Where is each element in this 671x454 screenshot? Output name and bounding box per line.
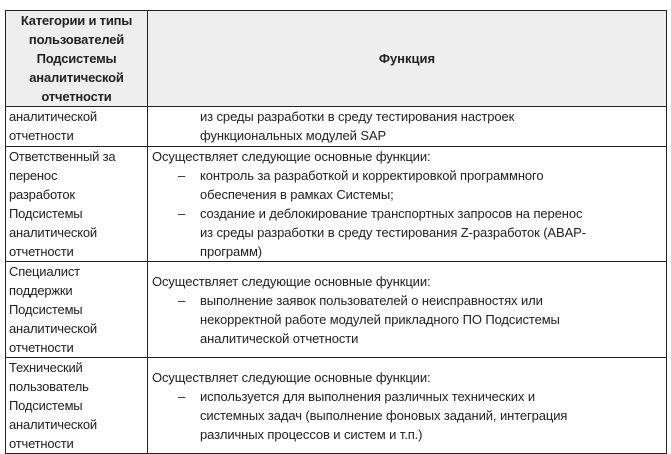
dash-bullet-icon: – [178,206,186,221]
table-row: Технический пользователь Подсистемы анал… [5,357,667,454]
role-line: отчетности [9,128,74,143]
role-line: Технический [9,360,83,375]
header-line: отчетности [41,89,112,104]
bullet-line: контроль за разработкой и корректировкой… [200,168,544,183]
role-line: Подсистемы [9,398,83,413]
role-cell: Технический пользователь Подсистемы анал… [5,357,148,454]
role-line: пользователь [9,379,89,394]
role-line: аналитической [9,225,97,240]
table-row: аналитической отчетности из среды разраб… [5,106,667,147]
bullet-item: – выполнение заявок пользователей о неис… [152,291,666,348]
function-cell: Осуществляет следующие основные функции:… [147,261,667,358]
bullet-line: различных процессов и систем и т.п.) [200,426,423,442]
bullet-line: аналитической отчетности [200,330,359,346]
role-line: Ответственный за [9,149,116,164]
function-cell: из среды разработки в среду тестирования… [147,106,667,147]
function-cell: Осуществляет следующие основные функции:… [147,357,667,454]
bullet-item: – создание и деблокирование транспортных… [152,204,666,261]
role-line: отчетности [9,244,74,259]
bullet-line: системных задач (выполнение фоновых зада… [200,407,568,423]
role-line: разработок [9,187,75,202]
header-line: Подсистемы [36,51,117,66]
bullet-item: – контроль за разработкой и корректировк… [152,166,666,204]
table-row: Ответственный за перенос разработок Подс… [5,146,667,262]
role-line: поддержки [9,283,73,298]
bullet-line: программ) [200,244,263,259]
role-line: перенос [9,168,58,183]
role-line: аналитической [9,321,97,336]
role-line: Подсистемы [9,206,83,221]
role-line: отчетности [9,436,74,451]
header-function: Функция [147,10,667,107]
bullet-line: обеспечения в рамках Системы; [200,187,394,202]
header-categories: Категории и типы пользователей Подсистем… [5,10,148,107]
role-cell: аналитической отчетности [5,106,148,147]
function-cell: Осуществляет следующие основные функции:… [147,146,667,262]
dash-bullet-icon: – [178,168,186,183]
table-header-row: Категории и типы пользователей Подсистем… [5,10,667,107]
role-line: Специалист [9,264,80,279]
bullet-item: – используется для выполнения различных … [152,387,666,444]
bullet-line: выполнение заявок пользователей о неиспр… [200,292,543,308]
function-line: функциональных модулей SAP [200,128,387,143]
dash-bullet-icon: – [178,388,186,404]
bullet-line: некорректной работе модулей прикладного … [200,311,560,327]
function-intro: Осуществляет следующие основные функции: [152,369,431,385]
role-line: Подсистемы [9,302,83,317]
role-line: отчетности [9,340,74,355]
header-line: Категории и типы [20,13,133,28]
role-line: аналитической [9,109,97,124]
bullet-line: создание и деблокирование транспортных з… [200,206,583,221]
user-roles-table: Категории и типы пользователей Подсистем… [5,10,667,454]
role-line: аналитической [9,417,97,432]
header-line: пользователей [28,32,125,47]
dash-bullet-icon: – [178,292,186,308]
role-cell: Специалист поддержки Подсистемы аналитич… [5,261,148,358]
role-cell: Ответственный за перенос разработок Подс… [5,146,148,262]
table-row: Специалист поддержки Подсистемы аналитич… [5,261,667,358]
function-intro: Осуществляет следующие основные функции: [152,273,431,289]
bullet-line: используется для выполнения различных те… [200,388,535,404]
bullet-line: из среды разработки в среду тестирования… [200,225,586,240]
header-line: аналитической [29,70,124,85]
function-line: из среды разработки в среду тестирования… [200,109,515,124]
function-intro: Осуществляет следующие основные функции: [152,149,431,164]
